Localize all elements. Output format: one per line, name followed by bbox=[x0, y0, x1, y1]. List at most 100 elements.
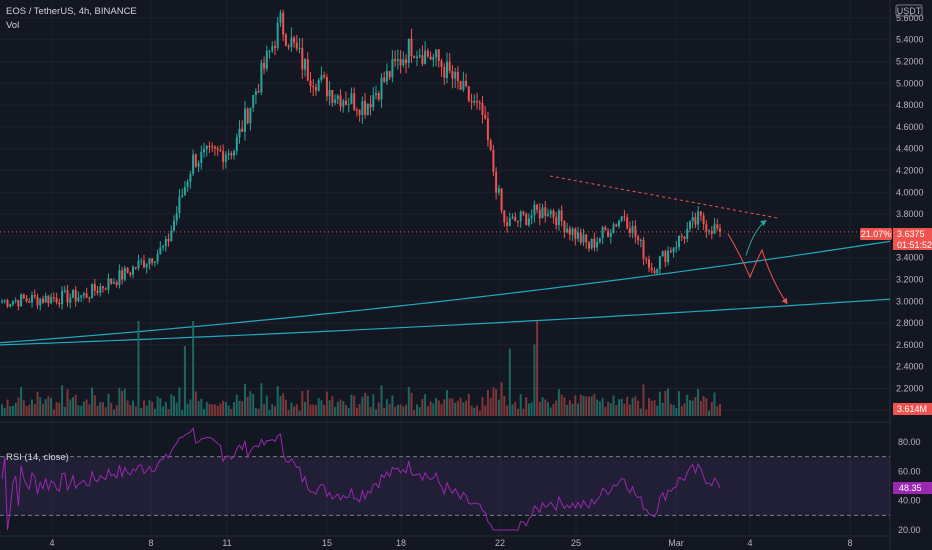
volume-bar bbox=[426, 406, 429, 416]
candle-body bbox=[697, 211, 700, 225]
candle-body bbox=[579, 232, 582, 243]
currency-badge[interactable] bbox=[895, 4, 923, 17]
volume-bar bbox=[257, 408, 260, 416]
rsi-value-tag: 48.35 bbox=[893, 482, 932, 494]
candle bbox=[134, 266, 137, 270]
volume-bar bbox=[547, 402, 549, 416]
volume-bar bbox=[402, 406, 405, 416]
candle bbox=[675, 240, 678, 253]
candle bbox=[552, 208, 555, 224]
volume-label: Vol bbox=[6, 20, 19, 31]
candle bbox=[618, 219, 620, 229]
volume-bar bbox=[702, 396, 705, 416]
candle-body bbox=[557, 210, 560, 226]
candle-body bbox=[244, 108, 246, 132]
volume-bar bbox=[265, 395, 268, 416]
candle-body bbox=[533, 204, 536, 216]
candle bbox=[448, 53, 451, 74]
candle bbox=[268, 50, 271, 59]
volume-bar bbox=[104, 407, 107, 416]
candle bbox=[274, 40, 276, 56]
volume-bar bbox=[476, 405, 478, 416]
candle-body bbox=[186, 181, 189, 187]
volume-bar bbox=[107, 393, 110, 416]
candle-body bbox=[213, 146, 216, 149]
candle bbox=[331, 89, 334, 107]
volume-bar bbox=[579, 394, 582, 416]
candle bbox=[342, 98, 345, 113]
volume-bar bbox=[123, 388, 126, 416]
volume-bar bbox=[563, 397, 566, 416]
candle-body bbox=[719, 228, 721, 232]
volume-bar bbox=[577, 403, 579, 416]
candle bbox=[162, 244, 165, 251]
candle-body bbox=[254, 91, 257, 95]
candle bbox=[598, 237, 601, 244]
candle-body bbox=[328, 90, 331, 97]
candle bbox=[350, 87, 353, 105]
rsi-axis-tick: 80.00 bbox=[898, 437, 921, 447]
candle bbox=[22, 293, 25, 300]
volume-bar bbox=[462, 402, 465, 416]
volume-bar bbox=[443, 399, 446, 416]
candle bbox=[11, 300, 14, 307]
candle-body bbox=[159, 247, 162, 254]
volume-bar bbox=[484, 405, 487, 416]
candle-body bbox=[451, 71, 454, 79]
candle bbox=[159, 241, 162, 255]
candle-body bbox=[268, 50, 271, 52]
candle-body bbox=[454, 71, 457, 79]
volume-bar bbox=[6, 399, 9, 416]
candle-body bbox=[331, 90, 334, 103]
candle-body bbox=[3, 300, 6, 302]
candle-body bbox=[151, 258, 154, 263]
candle bbox=[710, 226, 713, 240]
rsi-value: 48.35 bbox=[899, 483, 922, 493]
candle-body bbox=[192, 154, 195, 174]
volume-bar bbox=[385, 399, 388, 416]
volume-bar bbox=[11, 405, 14, 416]
volume-bar bbox=[295, 404, 298, 416]
volume-bar bbox=[418, 407, 421, 416]
volume-bar bbox=[301, 391, 304, 416]
volume-bar bbox=[306, 389, 309, 416]
volume-bar bbox=[525, 397, 528, 416]
candle-body bbox=[274, 46, 276, 49]
candle bbox=[612, 222, 615, 234]
volume-bar bbox=[151, 401, 154, 416]
candle bbox=[58, 298, 61, 308]
candle-body bbox=[530, 215, 533, 219]
candle bbox=[246, 107, 249, 125]
candle-body bbox=[618, 220, 620, 227]
candle bbox=[314, 83, 317, 96]
volume-bar bbox=[495, 389, 498, 416]
volume-bar bbox=[200, 398, 203, 416]
candle-body bbox=[686, 228, 689, 239]
candle bbox=[140, 258, 143, 266]
candle bbox=[44, 293, 47, 303]
candle-body bbox=[112, 282, 115, 284]
volume-bar bbox=[44, 399, 47, 416]
volume-bar bbox=[604, 406, 607, 416]
candle bbox=[577, 227, 579, 242]
volume-bar bbox=[658, 391, 661, 416]
candle-body bbox=[402, 59, 405, 66]
candle bbox=[694, 212, 697, 229]
candle-body bbox=[705, 224, 708, 232]
candle-body bbox=[410, 38, 413, 57]
candle-body bbox=[470, 101, 473, 103]
candle-body bbox=[658, 256, 661, 269]
volume-bar bbox=[691, 400, 694, 416]
volume-bar bbox=[112, 409, 115, 416]
volume-bar bbox=[235, 394, 238, 416]
volume-bar bbox=[33, 403, 36, 416]
volume-bar bbox=[208, 403, 211, 416]
candle bbox=[52, 292, 55, 303]
volume-bar bbox=[689, 400, 691, 416]
volume-bar bbox=[708, 410, 711, 416]
candle bbox=[489, 138, 492, 152]
volume-bar bbox=[607, 401, 610, 416]
candle bbox=[279, 9, 282, 27]
candle bbox=[615, 223, 618, 228]
